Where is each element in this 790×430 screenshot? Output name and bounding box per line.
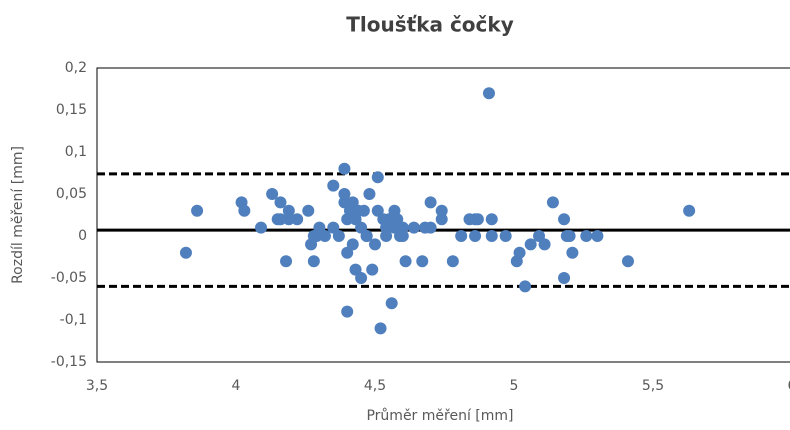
point (446, 255, 459, 268)
chart-title: Tloušťka čočky (346, 13, 514, 37)
point (191, 204, 204, 217)
point (302, 204, 315, 217)
point (366, 263, 379, 276)
point (519, 280, 532, 293)
y-tick-label: 0 (78, 228, 87, 244)
point (255, 221, 268, 234)
point (558, 213, 571, 226)
point (416, 255, 429, 268)
point (485, 230, 498, 242)
point (380, 230, 393, 242)
point (332, 230, 345, 242)
point (274, 196, 287, 209)
point (435, 204, 448, 217)
point (396, 221, 409, 234)
point (563, 230, 576, 242)
point (399, 255, 412, 268)
point (318, 230, 331, 242)
point (355, 272, 368, 284)
point (546, 196, 559, 209)
x-tick-label: 4 (232, 378, 241, 394)
point (513, 246, 526, 259)
point (424, 196, 437, 209)
y-tick-label: 0,05 (56, 186, 87, 202)
point (280, 255, 293, 268)
point (538, 238, 551, 251)
point (371, 171, 384, 184)
y-tick-label: 0,15 (56, 102, 87, 118)
point (307, 255, 320, 268)
point (407, 221, 420, 234)
point (338, 162, 351, 175)
point (455, 230, 468, 242)
x-tick-label: 3,5 (86, 378, 108, 394)
x-axis-label: Průměr měření [mm] (366, 408, 513, 424)
point (369, 238, 381, 251)
point (238, 204, 251, 217)
point (338, 188, 351, 200)
point (357, 204, 370, 217)
point (558, 272, 571, 284)
point (291, 213, 304, 226)
point (566, 246, 579, 259)
point (469, 230, 482, 242)
point (310, 230, 323, 242)
point (396, 230, 409, 242)
y-tick-label: -0,15 (51, 354, 87, 370)
point (485, 213, 498, 226)
x-tick-label: 5,5 (642, 378, 664, 394)
point (435, 213, 448, 226)
point (327, 179, 340, 192)
point (282, 213, 295, 226)
point (363, 188, 376, 200)
point (360, 230, 373, 242)
y-tick-label: -0,1 (60, 312, 87, 328)
point (346, 238, 359, 251)
point (374, 322, 387, 335)
point (274, 213, 287, 226)
x-tick-label: 4,5 (364, 378, 386, 394)
point (179, 246, 192, 259)
plot-frame (96, 67, 790, 363)
point (385, 297, 398, 310)
y-tick-label: 0,2 (65, 60, 87, 76)
point (580, 230, 593, 242)
point (341, 305, 354, 318)
point (282, 204, 295, 217)
y-tick-label: -0,05 (51, 270, 87, 286)
point (524, 238, 537, 251)
point (482, 87, 495, 100)
point (683, 204, 696, 217)
y-tick-label: 0,1 (65, 144, 87, 160)
point (499, 230, 512, 242)
point (424, 221, 437, 234)
x-tick-label: 5 (510, 378, 519, 394)
point (591, 230, 604, 242)
y-axis-label: Rozdíl měření [mm] (10, 146, 26, 284)
point (471, 213, 484, 226)
x-tick-label: 6 (788, 378, 790, 394)
point (621, 255, 634, 268)
point (266, 188, 279, 200)
